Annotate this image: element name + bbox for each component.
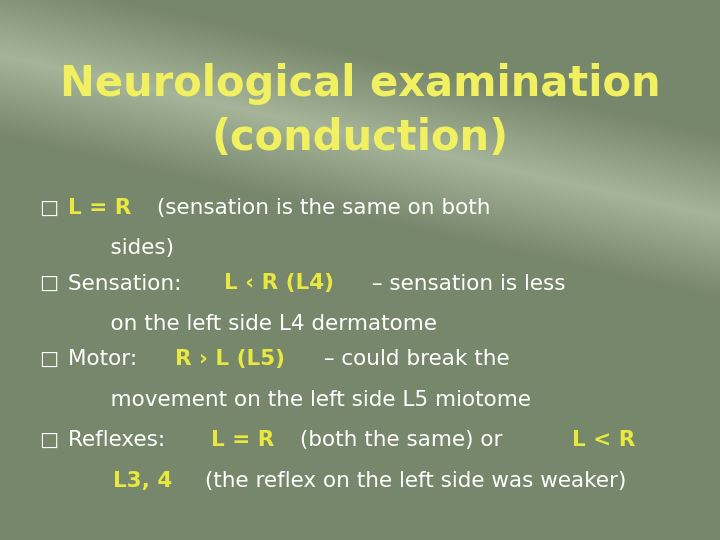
Text: L = R: L = R bbox=[68, 198, 132, 218]
Text: (conduction): (conduction) bbox=[212, 117, 508, 159]
Text: (sensation is the same on both: (sensation is the same on both bbox=[150, 198, 490, 218]
Text: Sensation:: Sensation: bbox=[68, 273, 189, 294]
Text: (the reflex on the left side was weaker): (the reflex on the left side was weaker) bbox=[198, 470, 626, 491]
Text: Motor:: Motor: bbox=[68, 349, 151, 369]
Text: □: □ bbox=[40, 274, 58, 293]
Text: Neurological examination: Neurological examination bbox=[60, 63, 660, 105]
Text: L3, 4: L3, 4 bbox=[83, 470, 172, 491]
Text: L ‹ R (L4): L ‹ R (L4) bbox=[224, 273, 333, 294]
Text: – could break the: – could break the bbox=[318, 349, 510, 369]
Text: Reflexes:: Reflexes: bbox=[68, 430, 179, 450]
Text: – sensation is less: – sensation is less bbox=[366, 273, 566, 294]
Text: movement on the left side L5 miotome: movement on the left side L5 miotome bbox=[83, 389, 531, 410]
Text: □: □ bbox=[40, 198, 58, 218]
Text: (both the same) or: (both the same) or bbox=[293, 430, 510, 450]
Text: □: □ bbox=[40, 349, 58, 369]
Text: L < R: L < R bbox=[572, 430, 636, 450]
Text: R › L (L5): R › L (L5) bbox=[176, 349, 285, 369]
Text: L = R: L = R bbox=[212, 430, 275, 450]
Text: sides): sides) bbox=[83, 238, 174, 259]
Text: □: □ bbox=[40, 430, 58, 450]
Text: on the left side L4 dermatome: on the left side L4 dermatome bbox=[83, 314, 437, 334]
